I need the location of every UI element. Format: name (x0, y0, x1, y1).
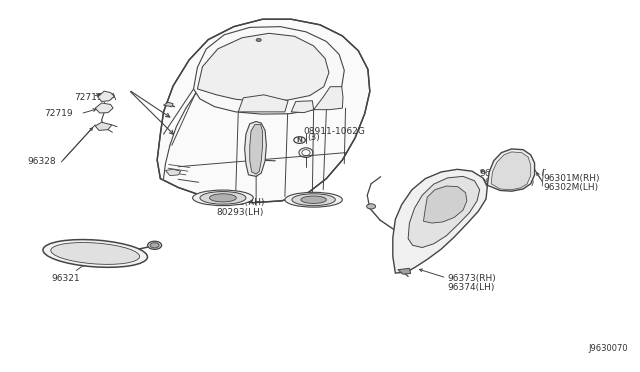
Polygon shape (197, 33, 329, 102)
Text: (3): (3) (307, 133, 320, 142)
Polygon shape (491, 152, 531, 190)
Polygon shape (95, 103, 113, 113)
Text: 72719+A: 72719+A (74, 93, 116, 102)
Ellipse shape (193, 190, 253, 206)
Ellipse shape (150, 243, 159, 248)
Text: 96302M(LH): 96302M(LH) (543, 183, 598, 192)
Text: 08911-1062G: 08911-1062G (303, 127, 365, 137)
Text: 96366M(LH): 96366M(LH) (479, 178, 535, 187)
Text: J9630070: J9630070 (588, 344, 628, 353)
Text: 96321: 96321 (52, 274, 81, 283)
Polygon shape (314, 87, 343, 110)
Text: N: N (296, 137, 303, 143)
Polygon shape (164, 102, 173, 107)
Ellipse shape (51, 243, 140, 264)
Polygon shape (98, 91, 115, 102)
Text: 96301M(RH): 96301M(RH) (543, 174, 600, 183)
Polygon shape (166, 169, 180, 176)
Polygon shape (408, 176, 479, 247)
Text: 96328: 96328 (28, 157, 56, 166)
Text: 96365M(RH): 96365M(RH) (479, 169, 536, 177)
Polygon shape (244, 122, 266, 176)
Ellipse shape (43, 240, 147, 267)
Polygon shape (393, 169, 487, 273)
Polygon shape (424, 186, 467, 223)
Ellipse shape (285, 192, 342, 207)
Ellipse shape (301, 196, 326, 203)
Text: 96374(LH): 96374(LH) (448, 283, 495, 292)
Polygon shape (487, 149, 534, 191)
Ellipse shape (256, 38, 261, 41)
Ellipse shape (209, 194, 236, 202)
Ellipse shape (200, 192, 246, 204)
Ellipse shape (148, 241, 162, 249)
Polygon shape (291, 101, 314, 113)
Ellipse shape (367, 204, 376, 209)
Polygon shape (193, 27, 344, 114)
Text: 80293(LH): 80293(LH) (216, 208, 264, 217)
Polygon shape (95, 122, 112, 131)
Ellipse shape (292, 194, 335, 206)
Polygon shape (238, 95, 288, 112)
Text: 80292(RH): 80292(RH) (216, 198, 265, 207)
Text: 96373(RH): 96373(RH) (448, 274, 497, 283)
Polygon shape (250, 125, 262, 174)
Polygon shape (157, 19, 370, 203)
Text: 72719: 72719 (44, 109, 73, 118)
Polygon shape (398, 268, 411, 274)
